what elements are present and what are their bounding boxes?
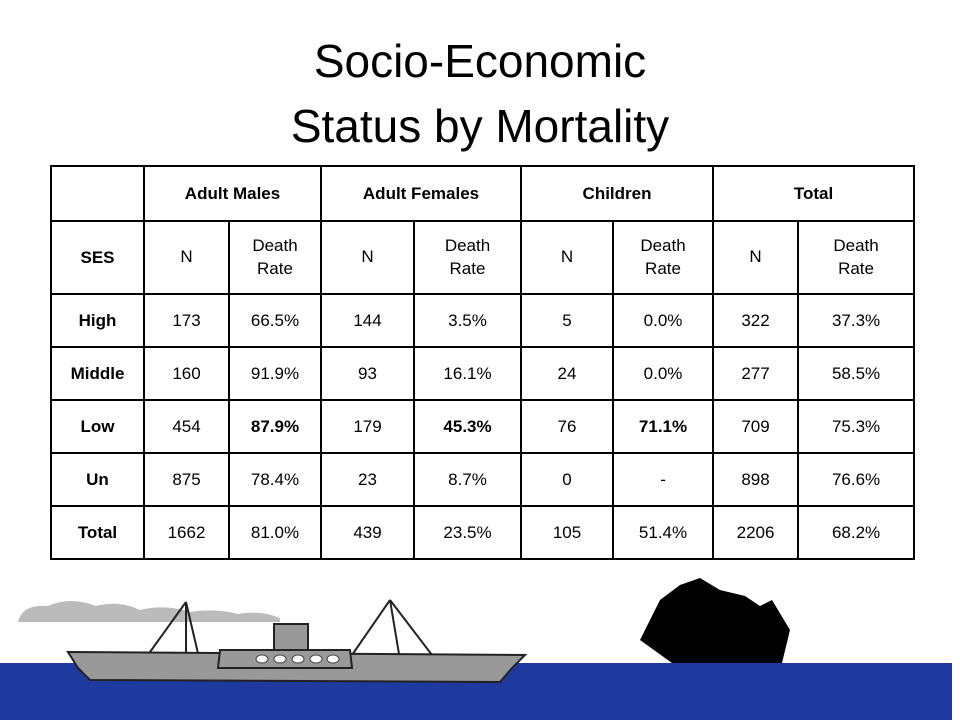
- title-line: Status by Mortality: [290, 100, 670, 152]
- data-cell: 0.0%: [612, 293, 715, 348]
- data-row: Low 454 87.9% 179 45.3% 76 71.1% 709 75.3%: [50, 399, 916, 454]
- row-header: Un: [50, 452, 145, 507]
- row-header: Total: [50, 505, 145, 560]
- data-cell: 58.5%: [797, 346, 916, 401]
- subheader-cell: Death Rate: [412, 220, 523, 295]
- row-header: Middle: [50, 346, 145, 401]
- table-body: Adult Males Adult Females Children Total SES…: [50, 165, 916, 560]
- subheader-row: SES N Death Rate N Death Rate N Death Rate N Dea…: [50, 220, 916, 295]
- data-cell: 23: [320, 452, 415, 507]
- subheader-text: N: [180, 247, 193, 267]
- data-cell: 45.3%: [412, 399, 523, 454]
- subheader-cell: N: [520, 220, 615, 295]
- portholes: [255, 654, 340, 664]
- subheader-text: Death Rate: [640, 235, 686, 278]
- iceberg: [640, 578, 790, 663]
- subheader-cell: N: [712, 220, 800, 295]
- data-cell: 144: [320, 293, 415, 348]
- subheader-text: Death Rate: [833, 235, 879, 278]
- data-cell: 277: [712, 346, 800, 401]
- data-cell: 0: [520, 452, 615, 507]
- data-cell: 8.7%: [412, 452, 523, 507]
- data-cell: 160: [143, 346, 230, 401]
- data-cell: 24: [520, 346, 615, 401]
- data-cell: 81.0%: [228, 505, 322, 560]
- data-cell: 454: [143, 399, 230, 454]
- data-cell: 37.3%: [797, 293, 916, 348]
- data-row: Total 1662 81.0% 439 23.5% 105 51.4% 2206 68.2%: [50, 505, 916, 560]
- data-cell: 51.4%: [612, 505, 715, 560]
- row-header: Low: [50, 399, 145, 454]
- smoke: [18, 601, 280, 622]
- subheader-cell: Death Rate: [612, 220, 715, 295]
- group-header: Total: [712, 165, 916, 222]
- data-cell: 75.3%: [797, 399, 916, 454]
- subheader-text: Death Rate: [444, 235, 491, 278]
- data-cell: 76: [520, 399, 615, 454]
- subheader-text: N: [749, 247, 762, 267]
- data-cell: 173: [143, 293, 230, 348]
- data-cell: 71.1%: [612, 399, 715, 454]
- data-row: Middle 160 91.9% 93 16.1% 24 0.0% 277 58.5%: [50, 346, 916, 401]
- data-row: Un 875 78.4% 23 8.7% 0-898 76.6%: [50, 452, 916, 507]
- subheader-cell: Death Rate: [797, 220, 916, 295]
- data-cell: 5: [520, 293, 615, 348]
- data-row: High 173 66.5% 144 3.5% 5 0.0% 322 37.3%: [50, 293, 916, 348]
- subheader-text: Death Rate: [252, 235, 298, 278]
- data-cell: 709: [712, 399, 800, 454]
- group-header: Children: [520, 165, 715, 222]
- data-cell: 105: [520, 505, 615, 560]
- data-cell: 93: [320, 346, 415, 401]
- group-row: Adult Males Adult Females Children Total: [50, 165, 916, 222]
- mortality-table: Adult Males Adult Females Children Total SES…: [50, 165, 916, 560]
- subheader-cell: N: [320, 220, 415, 295]
- data-cell: 16.1%: [412, 346, 523, 401]
- data-cell: 78.4%: [228, 452, 322, 507]
- data-cell: 898: [712, 452, 800, 507]
- subheader-text: N: [560, 247, 574, 267]
- data-cell: 875: [143, 452, 230, 507]
- data-cell: 439: [320, 505, 415, 560]
- data-cell: 76.6%: [797, 452, 916, 507]
- data-cell: 66.5%: [228, 293, 322, 348]
- sea: [0, 663, 952, 720]
- data-cell: 23.5%: [412, 505, 523, 560]
- data-cell: 68.2%: [797, 505, 916, 560]
- data-cell: 0.0%: [612, 346, 715, 401]
- subheader-cell: Death Rate: [228, 220, 322, 295]
- data-cell: 2206: [712, 505, 800, 560]
- subheader-cell: SES: [50, 220, 145, 295]
- corner-cell: [50, 165, 145, 222]
- group-header: Adult Males: [143, 165, 322, 222]
- data-cell: 1662: [143, 505, 230, 560]
- row-header: High: [50, 293, 145, 348]
- data-cell: 3.5%: [412, 293, 523, 348]
- title-line: Socio-Economic: [313, 35, 647, 87]
- data-cell: 322: [712, 293, 800, 348]
- subheader-cell: N: [143, 220, 230, 295]
- data-cell: -: [612, 452, 715, 507]
- data-cell: 179: [320, 399, 415, 454]
- ship: [66, 599, 528, 684]
- data-cell: 87.9%: [228, 399, 322, 454]
- group-header: Adult Females: [319, 165, 523, 222]
- data-cell: 91.9%: [228, 346, 322, 401]
- subheader-text: N: [361, 247, 374, 267]
